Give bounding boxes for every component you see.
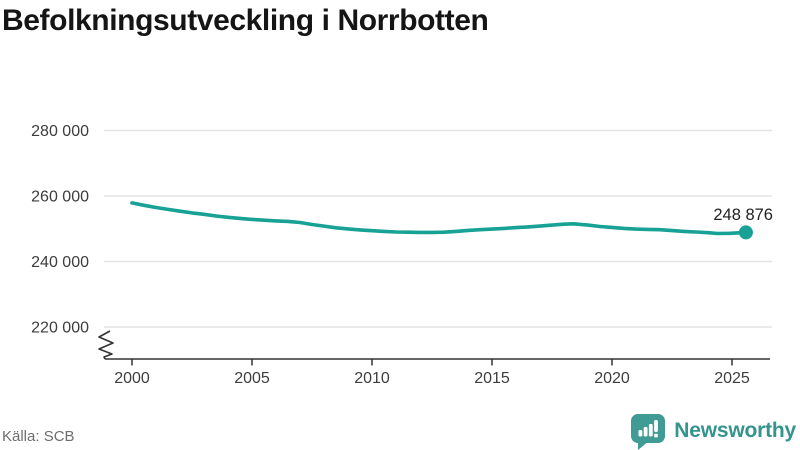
y-tick-label: 240 000 [31,254,89,271]
bubble-tail [638,441,650,450]
newsworthy-wordmark: Newsworthy [674,418,796,442]
x-tick-label: 2000 [114,370,150,387]
exclamation-bar [654,420,659,432]
source-note: Källa: SCB [2,428,75,445]
x-tick-label: 2025 [714,370,750,387]
x-tick-label: 2015 [474,370,510,387]
bar-chart-bubble-icon [631,414,666,450]
x-tick-label: 2010 [354,370,390,387]
end-point-marker [738,225,753,240]
bar-1 [638,430,643,437]
population-line [130,201,748,236]
y-tick-label: 220 000 [31,320,89,337]
x-tick-label: 2020 [594,370,630,387]
bar-2 [643,427,648,437]
x-tick-label: 2005 [234,370,270,387]
axis-break-icon [98,330,114,360]
y-tick-label: 260 000 [31,189,89,206]
newsworthy-logo: Newsworthy [630,413,796,450]
bubble-shape [631,414,666,443]
exclamation-dot [654,433,659,438]
bar-3 [649,424,653,437]
page-title: Befolkningsutveckling i Norrbotten [2,4,489,37]
end-value-label: 248 876 [713,206,773,224]
y-tick-label: 280 000 [31,123,89,140]
